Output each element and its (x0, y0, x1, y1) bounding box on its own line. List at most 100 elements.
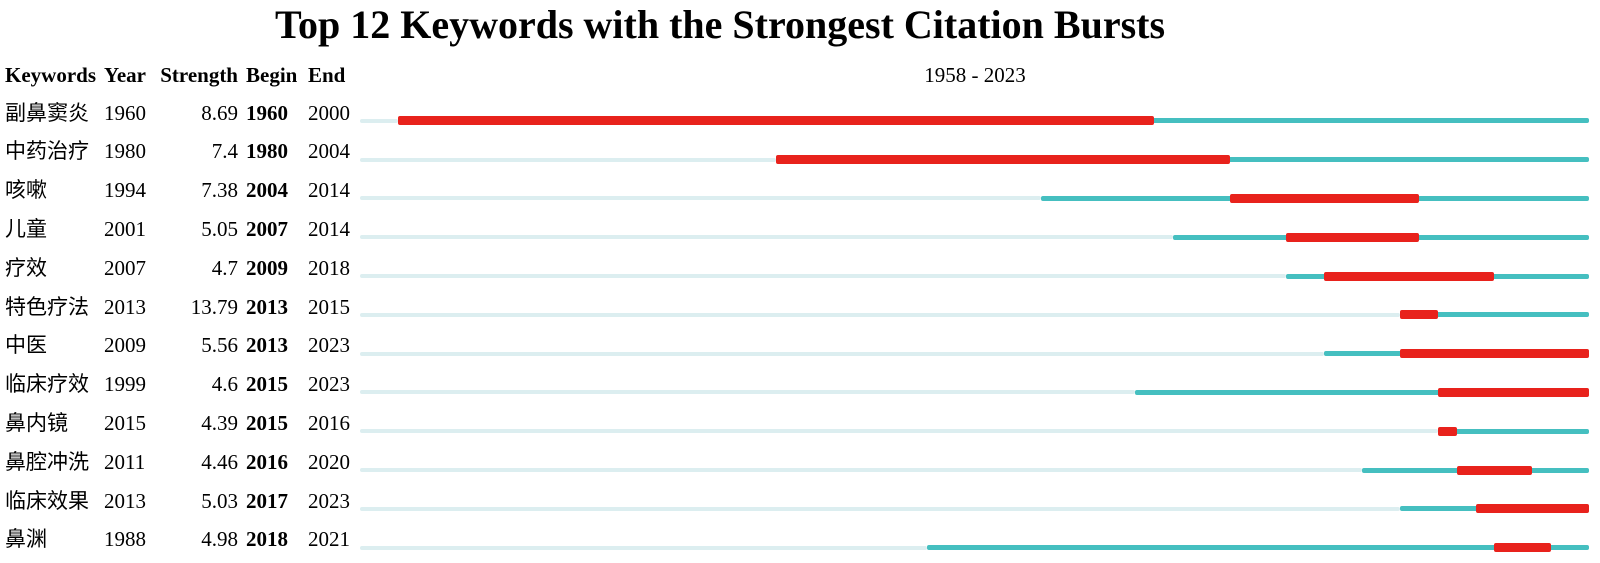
column-header-end: End (308, 63, 346, 87)
begin-value: 2018 (246, 527, 288, 552)
timeline-active-segment (927, 545, 1589, 551)
year-value: 2013 (104, 294, 146, 319)
keyword-label: 鼻腔冲洗 (5, 449, 89, 474)
burst-segment (1229, 193, 1419, 203)
year-value: 1999 (104, 372, 146, 397)
column-header-keywords: Keywords (5, 63, 96, 87)
begin-value: 2004 (246, 178, 288, 203)
timeline-active-segment (1135, 389, 1589, 395)
strength-value: 13.79 (190, 294, 238, 319)
burst-segment (775, 155, 1230, 165)
timeline-inactive-segment (360, 351, 1325, 356)
year-value: 1960 (104, 100, 146, 125)
end-value: 2014 (308, 216, 350, 241)
begin-value: 2007 (246, 216, 288, 241)
end-value: 2004 (308, 139, 350, 164)
year-value: 2011 (104, 449, 146, 474)
column-header-begin: Begin (246, 63, 298, 87)
timeline-period-label: 1958 - 2023 (924, 63, 1026, 87)
year-value: 1988 (104, 527, 146, 552)
timeline-inactive-segment (360, 157, 776, 162)
end-value: 2023 (308, 488, 350, 513)
keyword-label: 疗效 (5, 255, 47, 280)
strength-value: 8.69 (201, 100, 238, 125)
chart-title: Top 12 Keywords with the Strongest Citat… (274, 2, 1166, 47)
end-value: 2023 (308, 372, 350, 397)
year-value: 1994 (104, 178, 146, 203)
begin-value: 2009 (246, 255, 288, 280)
burst-row: 儿童 2001 5.05 2007 2014 (0, 210, 1600, 249)
burst-segment (1494, 543, 1552, 553)
timeline-inactive-segment (360, 235, 1174, 240)
end-value: 2018 (308, 255, 350, 280)
timeline-inactive-segment (360, 118, 398, 123)
timeline-inactive-segment (360, 196, 1041, 201)
end-value: 2020 (308, 449, 350, 474)
burst-row: 副鼻窦炎 1960 8.69 1960 2000 (0, 94, 1600, 133)
timeline-active-segment (1399, 312, 1589, 318)
burst-segment (1456, 465, 1533, 475)
begin-value: 2017 (246, 488, 288, 513)
end-value: 2014 (308, 178, 350, 203)
timeline-inactive-segment (360, 468, 1363, 473)
burst-segment (1437, 387, 1589, 397)
burst-row: 临床效果 2013 5.03 2017 2023 (0, 482, 1600, 521)
burst-row: 鼻腔冲洗 2011 4.46 2016 2020 (0, 443, 1600, 482)
end-value: 2000 (308, 100, 350, 125)
end-value: 2021 (308, 527, 350, 552)
keyword-label: 临床疗效 (5, 372, 89, 397)
keyword-label: 副鼻窦炎 (5, 100, 89, 125)
year-value: 2013 (104, 488, 146, 513)
burst-segment (397, 116, 1155, 126)
strength-value: 5.05 (201, 216, 238, 241)
strength-value: 5.03 (201, 488, 238, 513)
strength-value: 4.39 (201, 410, 238, 435)
burst-segment (1286, 232, 1419, 242)
burst-segment (1475, 504, 1589, 514)
timeline-inactive-segment (360, 506, 1400, 511)
burst-row: 中药治疗 1980 7.4 1980 2004 (0, 132, 1600, 171)
end-value: 2015 (308, 294, 350, 319)
strength-value: 5.56 (201, 333, 238, 358)
timeline-inactive-segment (360, 545, 928, 550)
begin-value: 1960 (246, 100, 288, 125)
strength-value: 4.6 (211, 372, 238, 397)
column-header-year: Year (104, 63, 146, 87)
burst-row: 咳嗽 1994 7.38 2004 2014 (0, 171, 1600, 210)
year-value: 1980 (104, 139, 146, 164)
year-value: 2007 (104, 255, 146, 280)
timeline-inactive-segment (360, 312, 1400, 317)
keyword-label: 儿童 (5, 216, 47, 241)
burst-row: 疗效 2007 4.7 2009 2018 (0, 249, 1600, 288)
keyword-label: 鼻内镜 (5, 410, 68, 435)
burst-segment (1437, 426, 1457, 436)
keyword-label: 鼻渊 (5, 527, 47, 552)
begin-value: 2015 (246, 410, 288, 435)
burst-row: 鼻渊 1988 4.98 2018 2021 (0, 520, 1600, 559)
timeline-inactive-segment (360, 390, 1136, 395)
burst-row: 中医 2009 5.56 2013 2023 (0, 326, 1600, 365)
burst-segment (1399, 310, 1438, 320)
column-header-strength: Strength (160, 63, 238, 87)
year-value: 2001 (104, 216, 146, 241)
begin-value: 1980 (246, 139, 288, 164)
burst-row: 临床疗效 1999 4.6 2015 2023 (0, 365, 1600, 404)
burst-row: 特色疗法 2013 13.79 2013 2015 (0, 288, 1600, 327)
keyword-label: 临床效果 (5, 488, 89, 513)
strength-value: 7.38 (201, 178, 238, 203)
strength-value: 4.46 (201, 449, 238, 474)
begin-value: 2013 (246, 294, 288, 319)
year-value: 2009 (104, 333, 146, 358)
timeline-inactive-segment (360, 274, 1287, 279)
keyword-label: 中药治疗 (5, 139, 89, 164)
strength-value: 4.7 (211, 255, 238, 280)
timeline-active-segment (1437, 428, 1589, 434)
begin-value: 2015 (246, 372, 288, 397)
year-value: 2015 (104, 410, 146, 435)
keyword-label: 咳嗽 (5, 178, 47, 203)
burst-segment (1324, 271, 1495, 281)
end-value: 2016 (308, 410, 350, 435)
end-value: 2023 (308, 333, 350, 358)
strength-value: 4.98 (201, 527, 238, 552)
